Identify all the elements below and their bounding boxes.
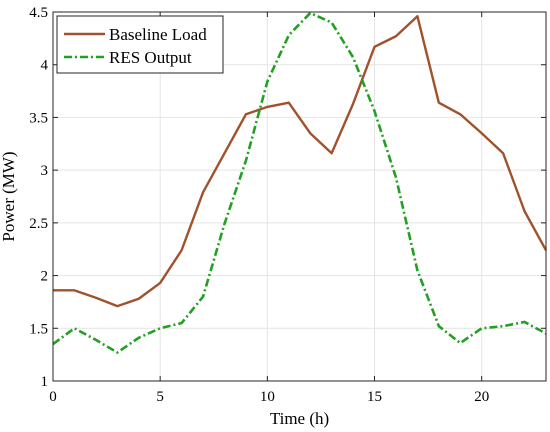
x-axis-label: Time (h) [270,409,329,428]
y-tick-label: 1 [41,374,49,390]
x-tick-label: 15 [367,389,382,405]
y-tick-label: 4 [41,58,49,74]
legend-box [56,15,224,74]
legend-label-res-output: RES Output [109,48,192,67]
y-tick-label: 3.5 [29,110,48,126]
x-tick-label: 0 [49,389,57,405]
y-tick-label: 4.5 [29,5,48,21]
legend: Baseline Load RES Output [56,15,224,74]
y-axis-label: Power (MW) [0,151,18,241]
x-tick-label: 10 [260,389,275,405]
series-lines [52,11,548,354]
x-tick-label: 20 [474,389,489,405]
y-tick-label: 2 [41,269,49,285]
axis-ticks: 0 5 10 15 20 1 1.5 2 2.5 3 3.5 4 4.5 [29,5,546,405]
y-tick-label: 3 [41,163,49,179]
legend-label-baseline-load: Baseline Load [109,25,207,44]
plot-frame [52,11,547,382]
y-tick-label: 1.5 [29,321,48,337]
y-tick-label: 2.5 [29,216,48,232]
series-line-baseline-load [53,15,548,308]
x-tick-label: 5 [156,389,164,405]
series-line-res-output [52,11,547,354]
